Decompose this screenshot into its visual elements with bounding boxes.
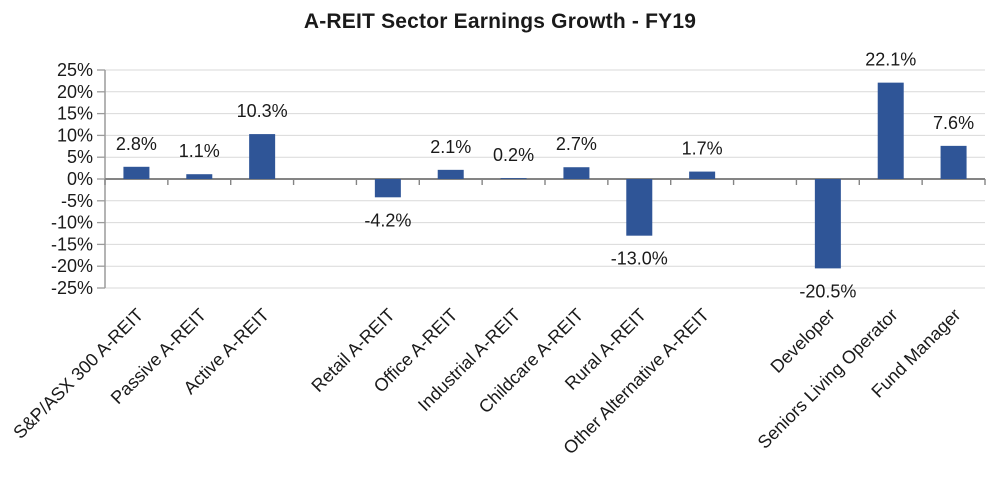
bar-retail-a-reit bbox=[374, 179, 401, 198]
value-label-childcare-a-reit: 2.7% bbox=[556, 134, 597, 154]
y-axis-label: -15% bbox=[51, 234, 93, 254]
value-label-active-a-reit: 10.3% bbox=[237, 101, 288, 121]
category-label-childcare-a-reit: Childcare A-REIT bbox=[475, 305, 587, 417]
value-label-seniors-living-operator: 22.1% bbox=[865, 50, 916, 70]
y-axis-label: -20% bbox=[51, 256, 93, 276]
value-label-s-p-asx-300-a-reit: 2.8% bbox=[116, 134, 157, 154]
bar-fund-manager bbox=[940, 145, 967, 179]
bar-developer bbox=[814, 179, 841, 269]
value-label-developer: -20.5% bbox=[799, 281, 856, 301]
y-axis-label: 15% bbox=[57, 104, 93, 124]
value-label-other-alternative-a-reit: 1.7% bbox=[682, 139, 723, 159]
bar-other-alternative-a-reit bbox=[689, 171, 716, 179]
bar-passive-a-reit bbox=[186, 174, 213, 179]
y-axis-label: -5% bbox=[61, 191, 93, 211]
y-axis-label: 20% bbox=[57, 82, 93, 102]
y-axis-label: -25% bbox=[51, 278, 93, 298]
bar-seniors-living-operator bbox=[877, 82, 904, 179]
bar-active-a-reit bbox=[249, 134, 276, 179]
value-label-office-a-reit: 2.1% bbox=[430, 137, 471, 157]
bar-industrial-a-reit bbox=[500, 178, 527, 179]
value-label-rural-a-reit: -13.0% bbox=[611, 249, 668, 269]
y-axis-label: -10% bbox=[51, 213, 93, 233]
y-axis-label: 5% bbox=[67, 147, 93, 167]
bar-office-a-reit bbox=[437, 169, 464, 179]
y-axis-label: 10% bbox=[57, 125, 93, 145]
value-label-fund-manager: 7.6% bbox=[933, 113, 974, 133]
value-label-passive-a-reit: 1.1% bbox=[179, 141, 220, 161]
chart-title: A-REIT Sector Earnings Growth - FY19 bbox=[303, 10, 697, 33]
bar-s-p-asx-300-a-reit bbox=[123, 166, 150, 179]
bar-childcare-a-reit bbox=[563, 167, 590, 179]
bar-rural-a-reit bbox=[626, 179, 653, 236]
value-label-industrial-a-reit: 0.2% bbox=[493, 145, 534, 165]
y-axis-label: 0% bbox=[67, 169, 93, 189]
y-axis-label: 25% bbox=[57, 60, 93, 80]
value-label-retail-a-reit: -4.2% bbox=[364, 210, 411, 230]
